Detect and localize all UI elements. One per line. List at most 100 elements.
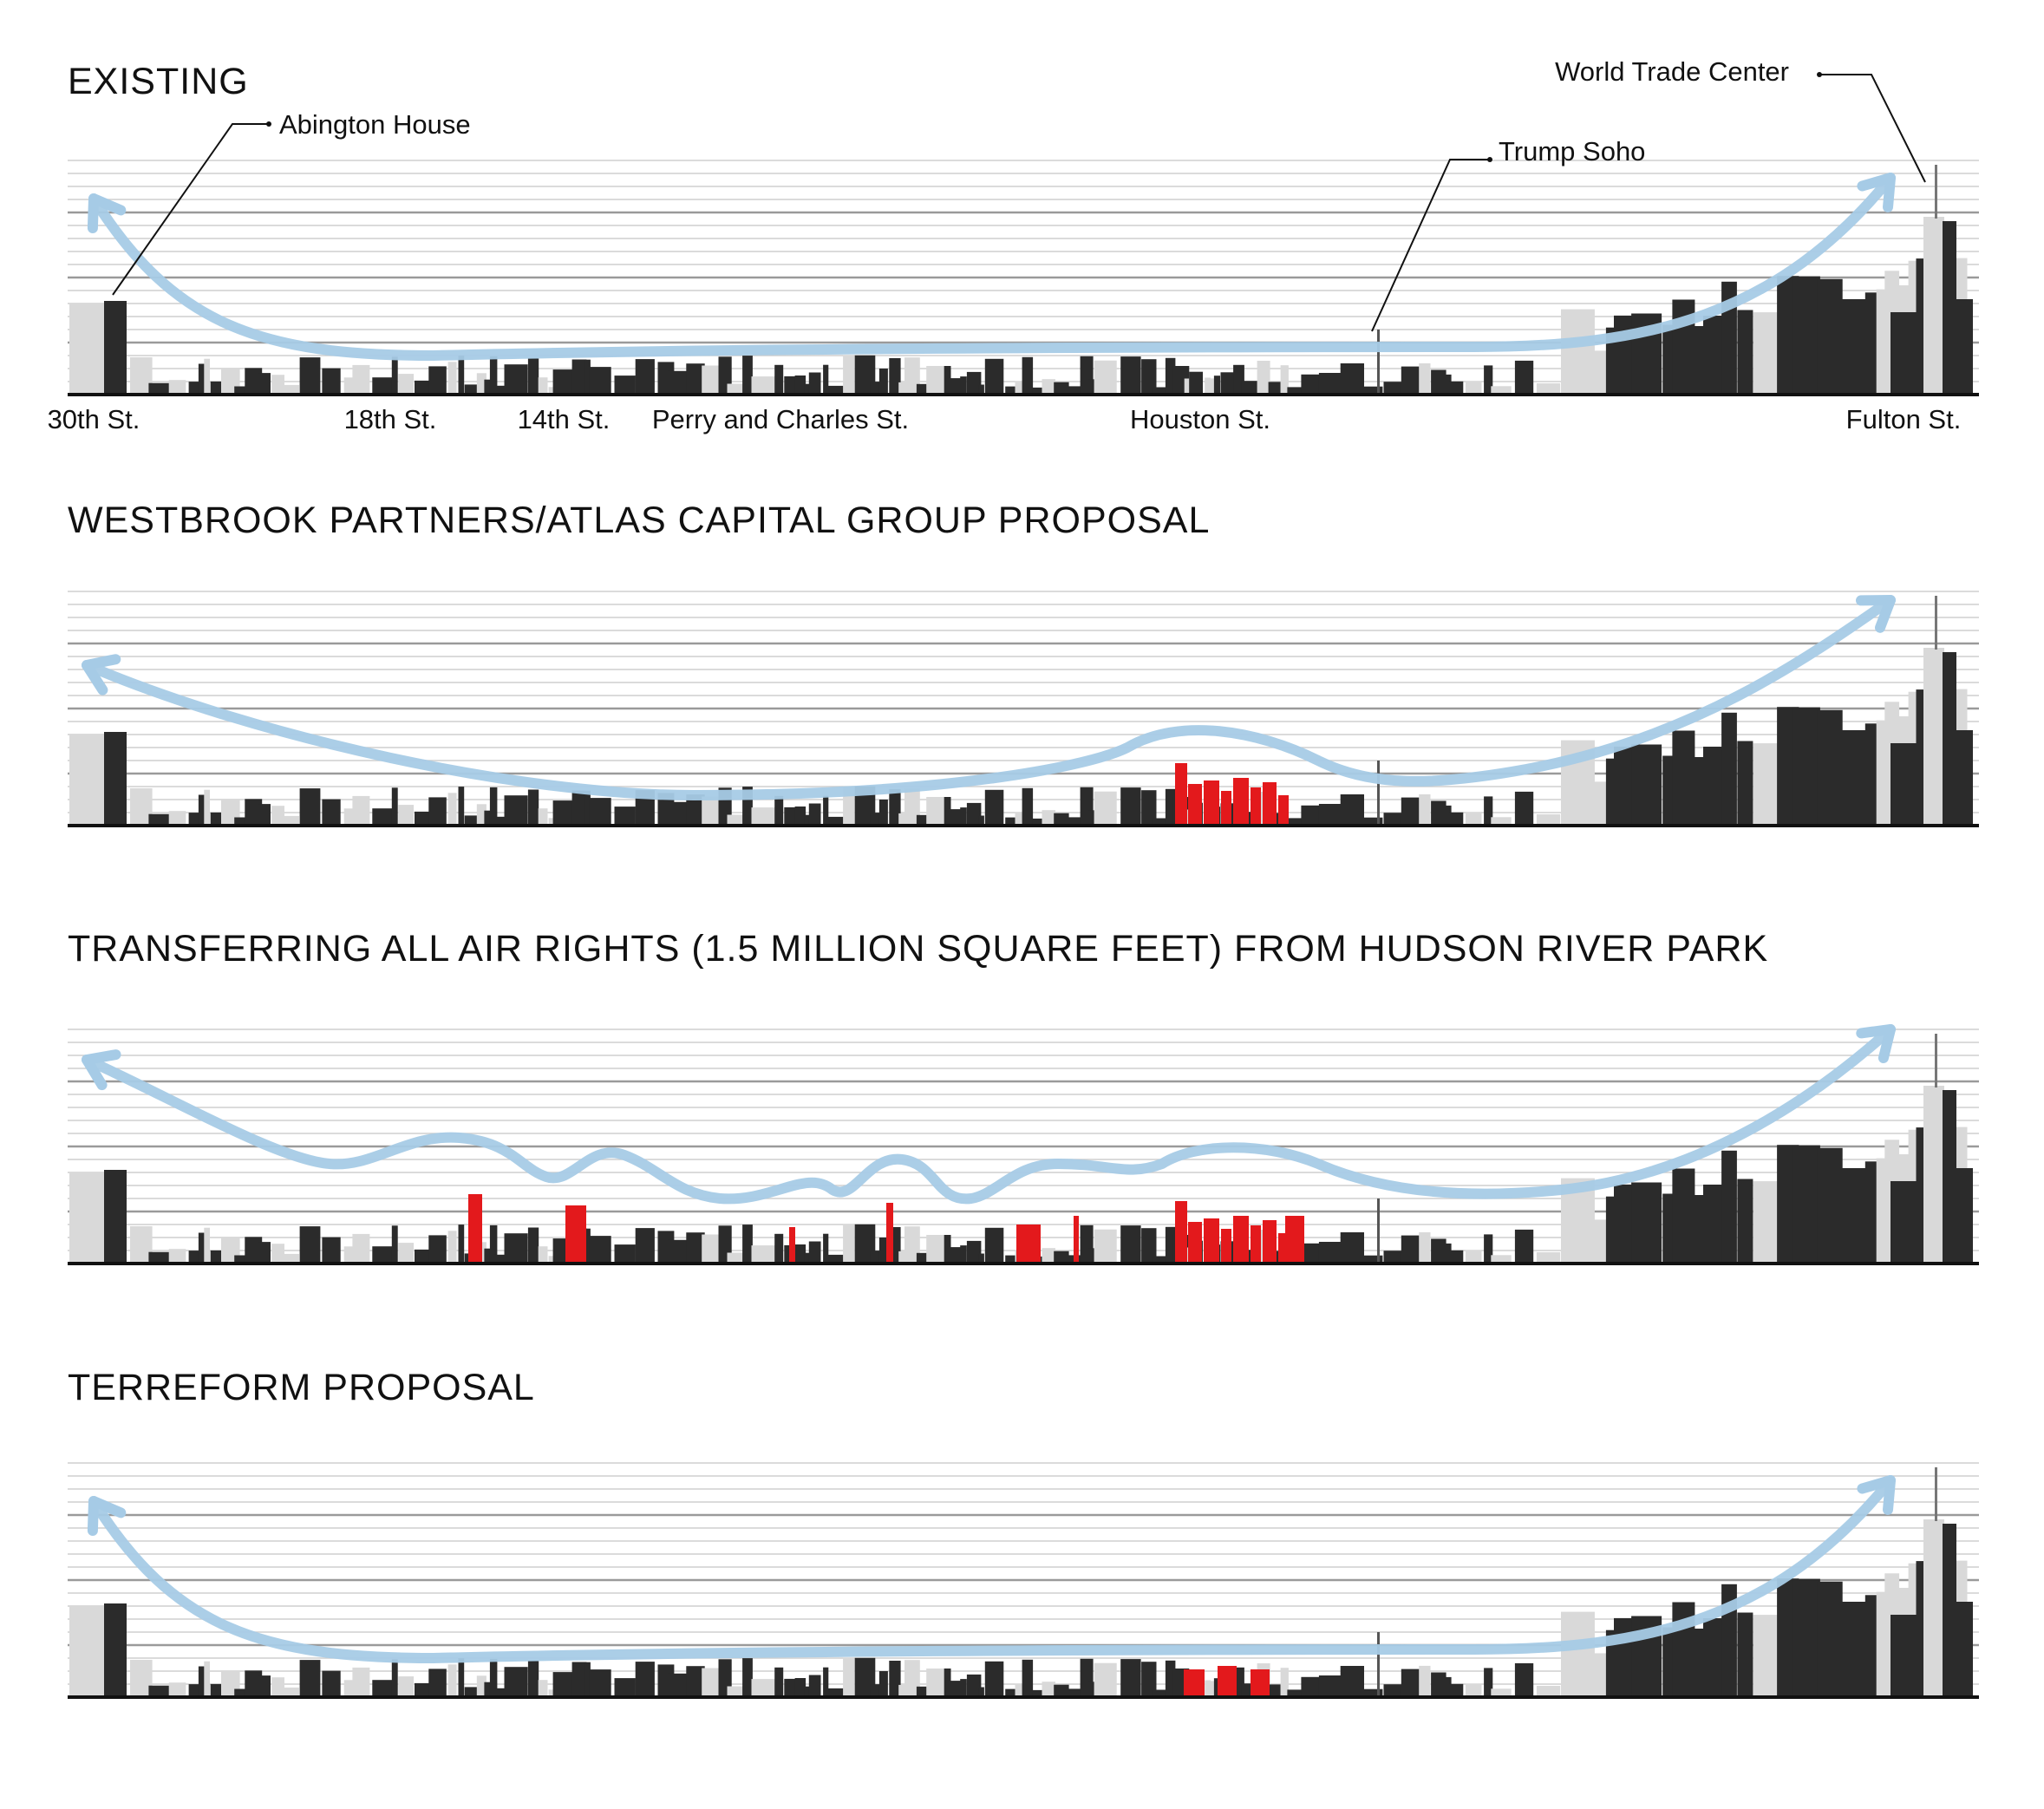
building	[614, 376, 636, 395]
building	[1536, 1686, 1561, 1697]
building	[1536, 814, 1561, 826]
building	[504, 364, 528, 395]
building	[372, 808, 396, 826]
building	[1208, 378, 1216, 395]
building	[1838, 1602, 1871, 1697]
proposed-building	[789, 1227, 795, 1264]
building	[538, 377, 548, 395]
building	[299, 1226, 321, 1264]
building	[447, 793, 457, 826]
building	[870, 382, 881, 395]
building	[1514, 791, 1534, 826]
building	[742, 787, 753, 826]
annotation-label: Trump Soho	[1499, 136, 1645, 167]
building	[548, 1256, 555, 1264]
building	[1280, 1668, 1289, 1697]
building	[258, 1242, 271, 1264]
building	[1005, 1255, 1018, 1264]
building	[210, 1683, 224, 1697]
building	[168, 380, 186, 395]
building	[1120, 1225, 1141, 1264]
building	[1032, 818, 1048, 826]
building	[1891, 1615, 1925, 1697]
building	[898, 382, 904, 395]
building	[1042, 1682, 1055, 1697]
building	[494, 1254, 506, 1264]
building	[1484, 1234, 1493, 1264]
building	[245, 1237, 263, 1264]
building	[1383, 813, 1406, 826]
building	[494, 1688, 506, 1697]
building	[1431, 1672, 1446, 1697]
building	[464, 815, 486, 826]
building	[1491, 817, 1512, 826]
panel-title: WESTBROOK PARTNERS/ATLAS CAPITAL GROUP P…	[68, 500, 1210, 541]
building	[904, 1226, 920, 1264]
building	[794, 1678, 806, 1697]
building	[966, 371, 982, 395]
building	[944, 1669, 951, 1697]
panel-title: EXISTING	[68, 61, 249, 102]
building	[1042, 379, 1055, 395]
building	[584, 1662, 591, 1697]
building-wtc	[1923, 1519, 1944, 1697]
building	[484, 1682, 493, 1697]
building	[234, 1688, 247, 1697]
building	[234, 386, 247, 395]
building	[751, 1245, 776, 1264]
proposed-building	[886, 1203, 893, 1264]
building	[1005, 386, 1018, 395]
building	[742, 1658, 753, 1697]
building	[352, 364, 370, 395]
building	[1094, 1662, 1117, 1697]
skyline-buildings	[69, 596, 1973, 826]
building	[1737, 741, 1753, 826]
building-wtc-spire	[1935, 1467, 1937, 1521]
building	[484, 1248, 493, 1264]
building	[188, 382, 202, 395]
building	[352, 795, 370, 826]
building	[843, 355, 855, 395]
proposed-building	[1251, 1669, 1270, 1697]
building	[398, 374, 415, 395]
building	[1088, 1682, 1094, 1697]
building	[1165, 788, 1176, 826]
panel-air-rights: TRANSFERRING ALL AIR RIGHTS (1.5 MILLION…	[68, 928, 1979, 1265]
building	[904, 788, 920, 826]
building	[130, 788, 153, 826]
proposed-building	[1184, 1669, 1205, 1697]
building	[1383, 382, 1406, 395]
building	[1605, 758, 1616, 826]
proposed-building	[1278, 795, 1289, 826]
flow-arrowhead-right	[1856, 595, 1896, 633]
building	[391, 787, 398, 826]
building-abington-house	[104, 1170, 127, 1264]
building	[584, 790, 591, 826]
building	[1241, 381, 1261, 395]
building	[527, 1227, 539, 1264]
building	[950, 1681, 962, 1697]
building	[1184, 1247, 1192, 1264]
proposed-building	[1233, 778, 1249, 826]
building	[589, 798, 611, 826]
building	[966, 1674, 982, 1697]
building	[1419, 793, 1431, 826]
building	[504, 1667, 528, 1697]
street-labels: 30th St. 18th St. 14th St. Perry and Cha…	[48, 404, 1962, 434]
building	[823, 1667, 829, 1697]
building	[1721, 1150, 1737, 1264]
building	[727, 814, 745, 826]
flow-arrowhead-right	[1857, 1475, 1896, 1515]
building	[1068, 386, 1082, 395]
building	[870, 1684, 881, 1697]
building	[148, 382, 172, 395]
building	[343, 1680, 355, 1697]
building	[494, 385, 506, 395]
building	[1449, 1250, 1464, 1264]
building	[1514, 1662, 1534, 1697]
building	[210, 1250, 224, 1264]
proposed-building	[1221, 1229, 1231, 1264]
building	[343, 1246, 355, 1264]
building	[130, 1660, 153, 1697]
building	[843, 1224, 855, 1264]
